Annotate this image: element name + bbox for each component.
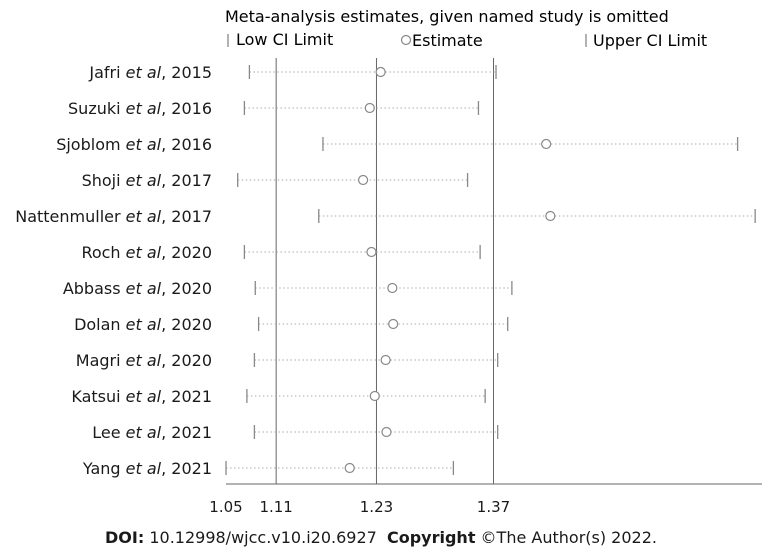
study-etal: et al [126, 387, 162, 406]
study-author: Abbass [63, 279, 126, 298]
study-year: , 2015 [161, 63, 212, 82]
study-etal: et al [126, 171, 162, 190]
study-author: Magri [76, 351, 126, 370]
estimate-marker [364, 102, 375, 114]
study-etal: et al [126, 99, 162, 118]
study-year: , 2020 [161, 243, 212, 262]
study-row [318, 209, 756, 223]
study-etal: et al [126, 63, 162, 82]
study-row [248, 65, 497, 79]
study-label: Dolan et al, 2020 [74, 315, 212, 334]
x-tick-label: 1.37 [477, 498, 510, 516]
copyright-label: Copyright [386, 528, 476, 547]
study-etal: et al [126, 279, 162, 298]
study-author: Yang [82, 459, 126, 478]
study-etal: et al [126, 207, 162, 226]
reference-lines [275, 58, 494, 484]
legend-estimate-label: Estimate [412, 31, 483, 50]
estimate-marker [541, 138, 552, 150]
x-tick-label: 1.05 [209, 498, 242, 516]
study-row [254, 281, 513, 295]
study-label: Katsui et al, 2021 [71, 387, 212, 406]
study-label: Yang et al, 2021 [82, 459, 212, 478]
estimate-marker [366, 246, 377, 258]
doi-value: 10.12998/wjcc.v10.i20.6927 [144, 528, 377, 547]
x-tick-labels: 1.05 1.11 1.23 1.37 [209, 498, 510, 516]
study-author: Roch [81, 243, 125, 262]
study-year: , 2021 [161, 387, 212, 406]
study-year: , 2020 [161, 351, 212, 370]
study-author: Nattenmuller [15, 207, 125, 226]
study-label: Jafri et al, 2015 [88, 63, 212, 82]
study-year: , 2016 [161, 135, 212, 154]
study-year: , 2020 [161, 279, 212, 298]
study-etal: et al [126, 459, 162, 478]
study-year: , 2021 [161, 459, 212, 478]
estimate-marker [375, 66, 386, 78]
study-year: , 2017 [161, 207, 212, 226]
study-author: Suzuki [68, 99, 126, 118]
legend-low-label: Low CI Limit [236, 30, 333, 49]
study-etal: et al [126, 351, 162, 370]
doi-label: DOI: [105, 528, 145, 547]
study-etal: et al [126, 135, 162, 154]
study-author: Lee [92, 423, 125, 442]
study-label: Abbass et al, 2020 [63, 279, 212, 298]
study-author: Jafri [88, 63, 125, 82]
x-tick-label: 1.11 [259, 498, 292, 516]
study-row [246, 389, 486, 403]
study-etal: et al [126, 423, 162, 442]
copyright-value: ©The Author(s) 2022. [475, 528, 657, 547]
estimate-marker [380, 354, 391, 366]
study-label: Sjoblom et al, 2016 [56, 135, 212, 154]
study-label: Magri et al, 2020 [76, 351, 212, 370]
legend: Low CI Limit Estimate Upper CI Limit [227, 30, 707, 50]
study-row [225, 461, 455, 475]
study-etal: et al [126, 243, 162, 262]
study-year: , 2016 [161, 99, 212, 118]
study-row [253, 425, 499, 439]
study-row [253, 353, 499, 367]
study-author: Katsui [71, 387, 125, 406]
estimate-marker [545, 210, 556, 222]
study-year: , 2017 [161, 171, 212, 190]
study-author: Shoji [82, 171, 126, 190]
estimate-marker [357, 174, 369, 186]
study-row [243, 101, 480, 115]
chart-title: Meta-analysis estimates, given named stu… [225, 7, 669, 26]
study-rows [225, 65, 756, 475]
citation-footer: DOI: 10.12998/wjcc.v10.i20.6927 Copyrigh… [0, 528, 762, 547]
study-label: Shoji et al, 2017 [82, 171, 212, 190]
study-year: , 2021 [161, 423, 212, 442]
study-row [322, 137, 739, 151]
study-year: , 2020 [161, 315, 212, 334]
forest-plot: Meta-analysis estimates, given named stu… [15, 7, 762, 516]
legend-upper-label: Upper CI Limit [593, 31, 707, 50]
study-row [237, 173, 469, 187]
estimate-marker [381, 426, 392, 438]
study-label: Lee et al, 2021 [92, 423, 212, 442]
study-label: Roch et al, 2020 [81, 243, 212, 262]
study-label: Nattenmuller et al, 2017 [15, 207, 212, 226]
study-row [243, 245, 481, 259]
study-label: Suzuki et al, 2016 [68, 99, 212, 118]
estimate-marker [388, 318, 399, 330]
legend-estimate-marker [400, 34, 412, 46]
study-row [257, 317, 509, 331]
study-author: Dolan [74, 315, 126, 334]
estimate-marker [369, 390, 380, 402]
x-tick-label: 1.23 [360, 498, 393, 516]
estimate-marker [387, 282, 398, 294]
study-author: Sjoblom [56, 135, 125, 154]
study-etal: et al [126, 315, 162, 334]
estimate-marker [344, 462, 355, 474]
